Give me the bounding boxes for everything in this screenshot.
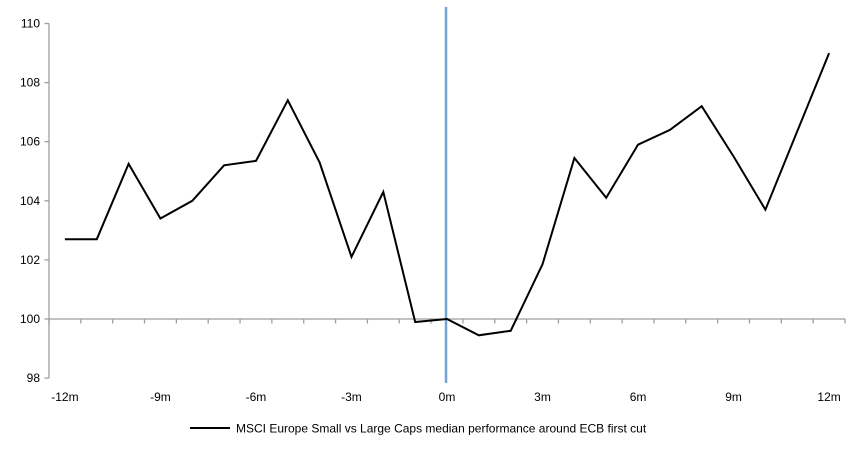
y-axis — [44, 22, 50, 379]
legend: MSCI Europe Small vs Large Caps median p… — [190, 422, 647, 436]
y-axis-label: 100 — [20, 312, 40, 326]
x-axis-label: -12m — [51, 390, 78, 404]
x-axis-label: -9m — [150, 390, 171, 404]
x-axis-label: 0m — [439, 390, 456, 404]
x-axis-label: 6m — [630, 390, 647, 404]
y-axis-label: 104 — [20, 194, 40, 208]
series-line — [64, 52, 831, 337]
x-axis-label: -3m — [341, 390, 362, 404]
legend-label: MSCI Europe Small vs Large Caps median p… — [236, 422, 647, 436]
x-axis-label: -6m — [246, 390, 267, 404]
x-axis-label: 3m — [534, 390, 551, 404]
x-axis-label: 9m — [725, 390, 742, 404]
y-axis-label: 108 — [20, 76, 40, 90]
x-axis-label: 12m — [817, 390, 840, 404]
x-axis-labels: -12m -9m -6m -3m 0m 3m 6m 9m 12m — [51, 390, 841, 404]
y-axis-label: 102 — [20, 253, 40, 267]
y-axis-labels: 98 100 102 104 106 108 110 — [20, 17, 40, 386]
y-axis-label: 98 — [27, 371, 41, 385]
y-axis-label: 106 — [20, 135, 40, 149]
y-axis-label: 110 — [21, 17, 40, 31]
